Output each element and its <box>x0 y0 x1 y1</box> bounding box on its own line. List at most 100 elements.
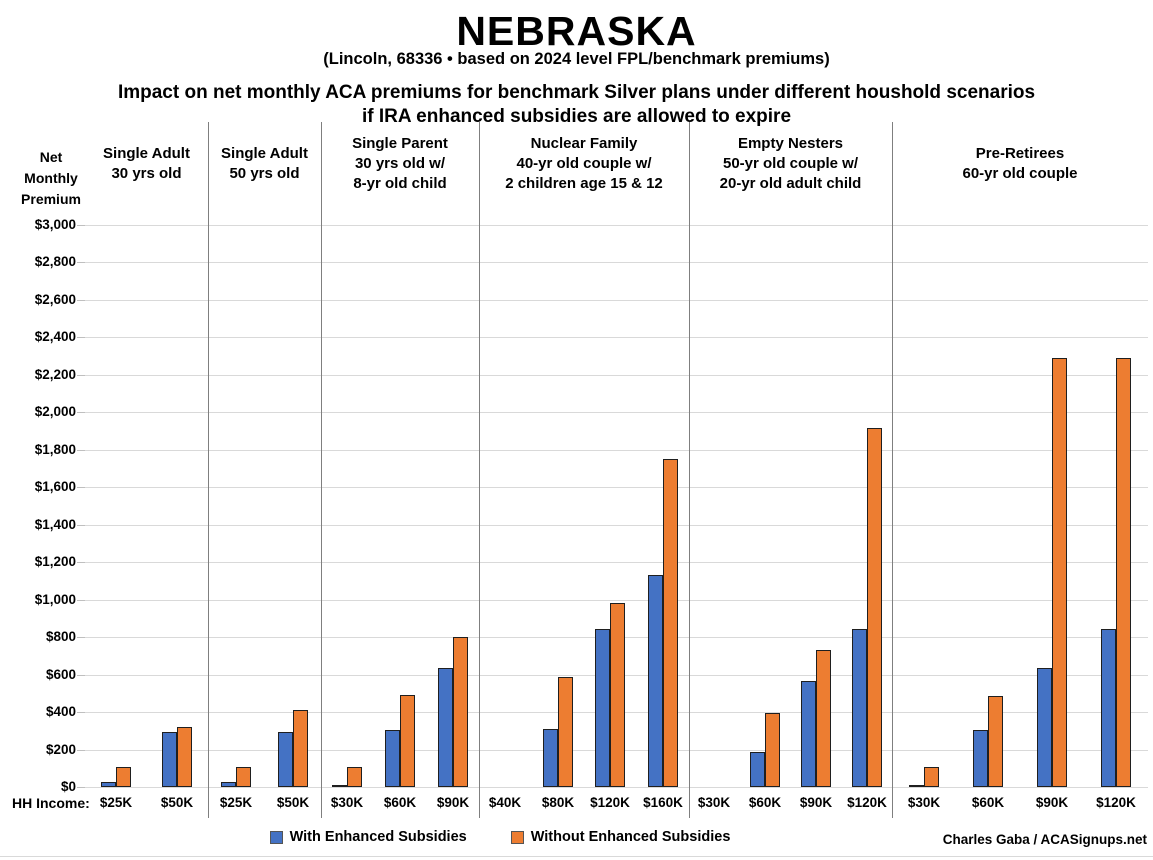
group-header-line: Empty Nesters <box>737 135 844 152</box>
bar-without-subsidies <box>558 677 573 787</box>
y-axis-tick <box>77 675 85 676</box>
x-axis-income-label: $120K <box>1096 795 1136 810</box>
group-header-line: 2 children age 15 & 12 <box>505 175 663 192</box>
bar-without-subsidies <box>610 603 625 787</box>
bar-with-subsidies <box>101 782 116 787</box>
group-header: Pre-Retirees 60-yr old couple <box>892 123 1148 205</box>
bar-with-subsidies <box>221 782 236 787</box>
x-axis-income-label: $90K <box>1035 795 1069 810</box>
y-axis-tick <box>77 600 85 601</box>
group-header-line: 40-yr old couple w/ <box>516 155 652 172</box>
y-axis-tick <box>77 787 85 788</box>
x-axis-income-label: $25K <box>219 795 253 810</box>
bar-without-subsidies <box>988 696 1003 787</box>
chart-heading: Impact on net monthly ACA premiums for b… <box>0 81 1153 129</box>
gridline <box>85 262 1148 263</box>
group-separator <box>208 122 209 818</box>
orange-legend-swatch-icon <box>510 830 524 844</box>
bar-without-subsidies <box>453 637 468 787</box>
y-axis-tick <box>77 712 85 713</box>
y-axis-tick <box>77 337 85 338</box>
group-header-line: 30 yrs old w/ <box>354 155 446 172</box>
x-axis-income-label: $40K <box>488 795 522 810</box>
chart-heading-line2: if IRA enhanced subsidies are allowed to… <box>361 106 792 127</box>
author-credit: Charles Gaba / ACASignups.net <box>942 832 1147 847</box>
x-axis-income-label: $90K <box>436 795 470 810</box>
bar-with-subsidies <box>162 732 177 787</box>
group-header-line: Single Adult <box>103 145 190 162</box>
bar-without-subsidies <box>400 695 415 787</box>
y-axis-tick <box>77 412 85 413</box>
x-axis-income-label: $50K <box>276 795 310 810</box>
group-separator <box>321 122 322 818</box>
bar-without-subsidies <box>765 713 780 787</box>
bar-with-subsidies <box>973 730 988 787</box>
gridline <box>85 375 1148 376</box>
legend-label-with-subsidies: With Enhanced Subsidies <box>289 829 467 845</box>
group-separator <box>689 122 690 818</box>
group-header-line: 30 yrs old <box>111 165 182 182</box>
y-axis-tick-label: $1,200 <box>34 554 76 569</box>
bar-without-subsidies <box>924 767 939 787</box>
y-axis-tick <box>77 262 85 263</box>
gridline <box>85 787 1148 788</box>
y-axis-title: Net Monthly Premium <box>21 149 81 207</box>
y-axis-tick-label: $0 <box>60 779 76 794</box>
bar-without-subsidies <box>816 650 831 787</box>
x-axis-income-label: $120K <box>847 795 887 810</box>
y-axis-tick <box>77 487 85 488</box>
x-axis-prefix-label: HH Income: <box>12 795 90 811</box>
y-axis-tick-label: $1,400 <box>34 517 76 532</box>
legend-entry-without-subsidies: Without Enhanced Subsidies <box>510 829 731 845</box>
bar-with-subsidies <box>648 575 663 787</box>
y-axis-tick <box>77 450 85 451</box>
bar-with-subsidies <box>278 732 293 787</box>
bar-with-subsidies <box>852 629 867 787</box>
gridline <box>85 525 1148 526</box>
x-axis-income-label: $30K <box>697 795 731 810</box>
y-axis-tick <box>77 637 85 638</box>
x-axis-income-label: $50K <box>160 795 194 810</box>
bar-with-subsidies <box>438 668 453 787</box>
bar-with-subsidies <box>750 752 765 787</box>
group-header-line: Nuclear Family <box>530 135 638 152</box>
y-axis-tick-label: $2,600 <box>34 292 76 307</box>
x-axis-income-label: $160K <box>643 795 683 810</box>
bar-with-subsidies <box>385 730 400 787</box>
group-header-line: 20-yr old adult child <box>719 175 862 192</box>
y-axis-tick-label: $2,000 <box>34 404 76 419</box>
bar-without-subsidies <box>663 459 678 787</box>
group-header-line: 50 yrs old <box>229 165 300 182</box>
y-axis-tick-label: $600 <box>45 667 76 682</box>
group-header-line: Single Adult <box>221 145 308 162</box>
gridline <box>85 487 1148 488</box>
blue-legend-swatch-icon <box>269 830 283 844</box>
x-axis-income-label: $60K <box>383 795 417 810</box>
y-axis-tick-label: $1,600 <box>34 479 76 494</box>
x-axis-income-label: $60K <box>748 795 782 810</box>
x-axis-income-label: $60K <box>971 795 1005 810</box>
y-axis-tick-label: $1,000 <box>34 592 76 607</box>
bar-without-subsidies <box>236 767 251 787</box>
chart-state-title: NEBRASKA <box>456 8 697 54</box>
y-axis-tick-label: $2,400 <box>34 329 76 344</box>
x-axis-income-label: $120K <box>590 795 630 810</box>
y-axis-tick-label: $3,000 <box>34 217 76 232</box>
gridline <box>85 600 1148 601</box>
group-header: Single Parent 30 yrs old w/8-yr old child <box>321 123 479 205</box>
bar-without-subsidies <box>1116 358 1131 787</box>
group-header: Single Adult 30 yrs old <box>85 123 208 205</box>
legend-label-without-subsidies: Without Enhanced Subsidies <box>530 829 731 845</box>
legend-entry-with-subsidies: With Enhanced Subsidies <box>269 829 467 845</box>
y-axis-tick-label: $2,200 <box>34 367 76 382</box>
group-separator <box>479 122 480 818</box>
y-axis-tick <box>77 300 85 301</box>
gridline <box>85 225 1148 226</box>
y-axis-tick-label: $1,800 <box>34 442 76 457</box>
chart-heading-line1: Impact on net monthly ACA premiums for b… <box>117 82 1036 103</box>
bar-without-subsidies <box>347 767 362 787</box>
bar-with-subsidies <box>543 729 558 787</box>
gridline <box>85 300 1148 301</box>
gridline <box>85 562 1148 563</box>
bottom-border <box>0 856 1153 857</box>
